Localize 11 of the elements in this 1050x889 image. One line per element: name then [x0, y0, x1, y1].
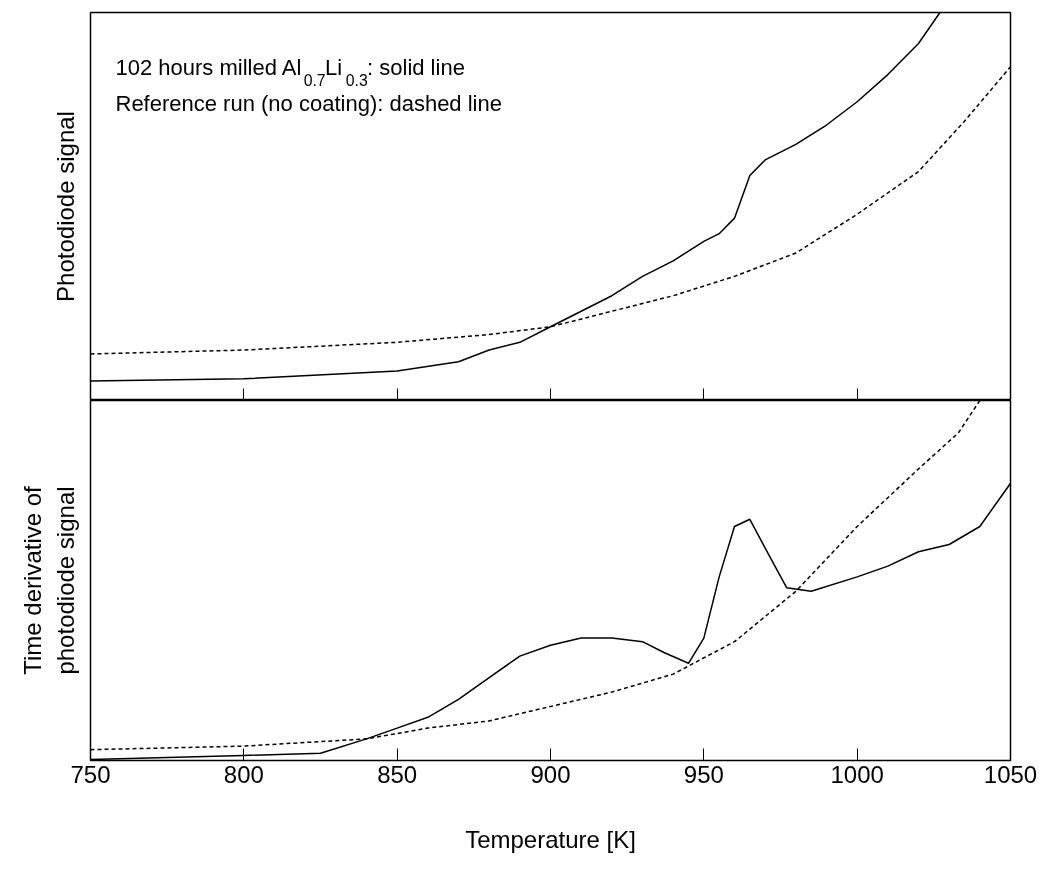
x-tick-label: 1000	[830, 760, 884, 788]
annotation: Reference run (no coating): dashed line	[115, 90, 502, 116]
x-tick-label: 1050	[983, 760, 1038, 788]
x-tick-label: 950	[683, 760, 724, 788]
x-tick-label: 750	[70, 760, 111, 788]
x-tick-label: 800	[223, 760, 264, 788]
x-tick-label: 900	[530, 760, 571, 788]
x-tick-label: 850	[377, 760, 418, 788]
y-axis-title: Time derivative of photodiode signal	[19, 485, 79, 675]
x-axis-title: Temperature [K]	[465, 825, 636, 853]
y-axis-title: Photodiode signal	[51, 111, 79, 302]
